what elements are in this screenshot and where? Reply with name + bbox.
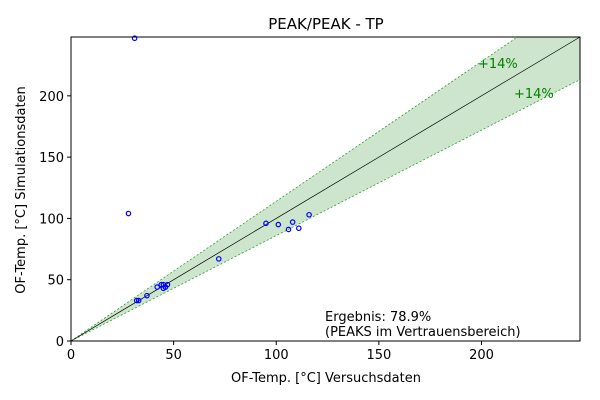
band-upper-edge xyxy=(71,37,519,341)
axis-ticks-layer: 0 50 100 150 200 0 50 100 150 200 xyxy=(39,90,494,363)
y-tick-label: 50 xyxy=(47,274,64,289)
x-tick-label: 0 xyxy=(67,348,75,363)
data-points-layer xyxy=(125,35,312,304)
y-axis-label: OF-Temp. [°C] Simulationsdaten xyxy=(14,86,29,294)
chart-title: PEAK/PEAK - TP xyxy=(268,15,383,33)
y-tick-label: 100 xyxy=(39,212,64,227)
data-point xyxy=(275,221,282,228)
data-point xyxy=(125,210,132,217)
diagonal-line xyxy=(70,36,581,342)
diagonal-layer xyxy=(70,36,581,342)
x-tick-label: 200 xyxy=(469,348,494,363)
result-annotation-line1: Ergebnis: 78.9% xyxy=(325,310,431,325)
data-point xyxy=(215,256,222,262)
data-point xyxy=(289,219,296,225)
plot-frame xyxy=(70,36,581,342)
data-point xyxy=(162,284,169,290)
confidence-band-layer xyxy=(71,37,580,341)
band-label-lower: +14% xyxy=(514,87,554,102)
band-lower-edge xyxy=(71,79,580,341)
data-point xyxy=(306,211,312,218)
data-point xyxy=(296,225,302,232)
x-axis-label: OF-Temp. [°C] Versuchsdaten xyxy=(231,371,421,386)
data-point xyxy=(263,220,269,227)
band-label-upper: +14% xyxy=(478,57,518,72)
data-point xyxy=(285,226,292,233)
y-tick-label: 150 xyxy=(39,151,64,166)
data-point xyxy=(135,297,142,304)
confidence-band xyxy=(71,37,580,341)
data-point xyxy=(131,35,138,42)
x-tick-label: 50 xyxy=(165,348,182,363)
x-tick-label: 100 xyxy=(264,348,289,363)
result-annotation-line2: (PEAKS im Vertrauensbereich) xyxy=(325,325,521,340)
data-point xyxy=(144,292,150,299)
data-point xyxy=(154,284,161,290)
x-tick-label: 150 xyxy=(366,348,391,363)
data-point xyxy=(133,297,140,304)
y-tick-label: 200 xyxy=(39,90,64,105)
y-tick-label: 0 xyxy=(56,335,64,350)
